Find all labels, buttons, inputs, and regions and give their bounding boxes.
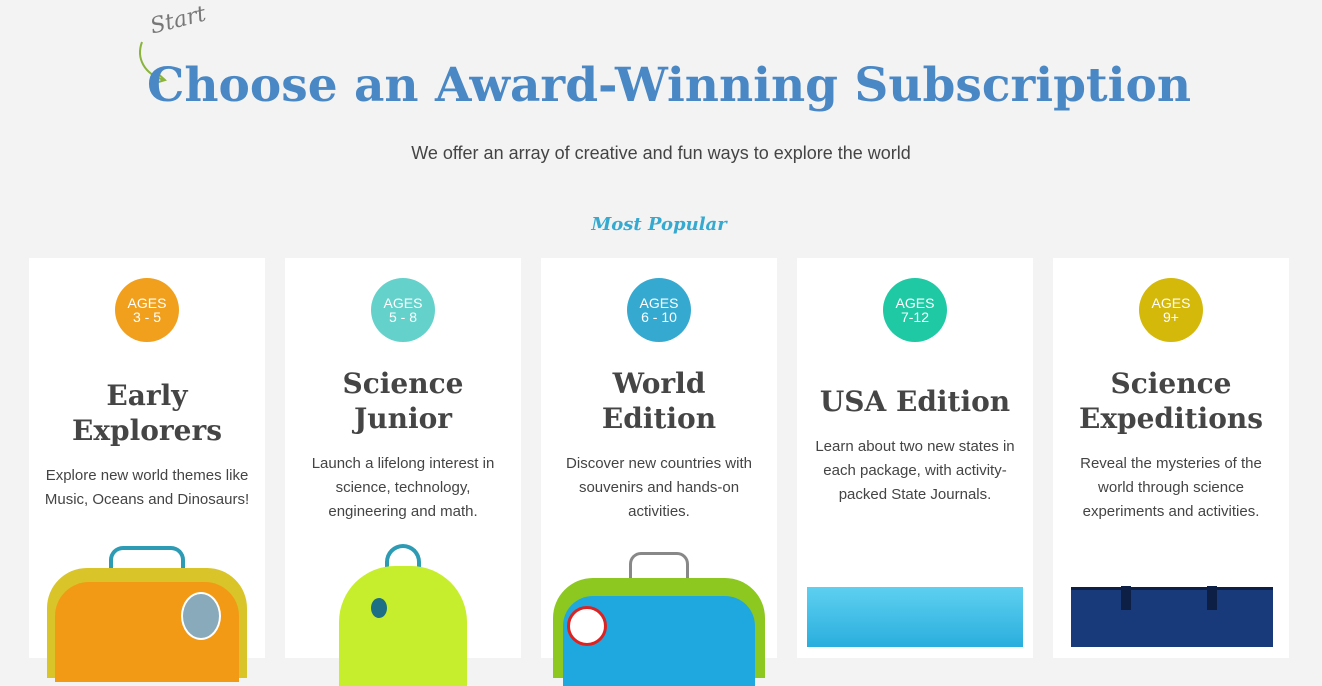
card-title[interactable]: World Edition bbox=[601, 367, 717, 435]
ages-label: AGES bbox=[1151, 295, 1191, 311]
card-description: Explore new world themes like Music, Oce… bbox=[44, 467, 250, 508]
ages-range: 5 - 8 bbox=[388, 309, 417, 325]
ages-label: AGES bbox=[127, 295, 167, 311]
card-description: Reveal the mysteries of the world throug… bbox=[1080, 455, 1262, 520]
card-title[interactable]: Science Expeditions bbox=[1078, 367, 1263, 435]
ages-range: 7-12 bbox=[900, 309, 930, 325]
most-popular-label: Most Popular bbox=[591, 214, 727, 235]
subscription-card-blue-suitcase[interactable]: AGES 6 - 10 World Edition Discover new cou… bbox=[541, 258, 777, 686]
subscription-card-state-journal[interactable]: AGES 7-12 USA Edition Learn about two new … bbox=[797, 258, 1033, 658]
age-badge: AGES 3 - 5 bbox=[115, 278, 179, 342]
state-journal-image bbox=[807, 587, 1023, 647]
age-badge: AGES 6 - 10 bbox=[627, 278, 691, 342]
curved-arrow-icon bbox=[139, 41, 168, 84]
card-description: Learn about two new states in each packa… bbox=[815, 437, 1015, 503]
ages-label: AGES bbox=[895, 295, 935, 311]
subscription-card-orange-suitcase[interactable]: AGES 3 - 5 Early Explorers Explore new wor… bbox=[29, 258, 265, 682]
page-subtitle: We offer an array of creative and fun wa… bbox=[411, 143, 911, 163]
card-title[interactable]: USA Edition bbox=[819, 384, 1011, 418]
subscription-card-navy-tote-bag[interactable]: AGES 9+ Science Expeditions Reveal the mys… bbox=[1053, 258, 1289, 658]
card-title[interactable]: Science Junior bbox=[342, 367, 464, 435]
ages-label: AGES bbox=[639, 295, 679, 311]
age-badge: AGES 5 - 8 bbox=[371, 278, 435, 342]
green-backpack-image bbox=[333, 544, 473, 686]
age-badge: AGES 9+ bbox=[1139, 278, 1203, 342]
subscription-card-green-backpack[interactable]: AGES 5 - 8 Science Junior Launch a lifelon… bbox=[285, 258, 521, 686]
blue-suitcase-image bbox=[553, 552, 765, 686]
ages-range: 3 - 5 bbox=[132, 309, 161, 325]
ages-range: 6 - 10 bbox=[641, 309, 677, 325]
ages-range: 9+ bbox=[1163, 309, 1179, 325]
start-label: Start bbox=[147, 1, 209, 40]
page-title: Choose an Award-Winning Subscription bbox=[146, 58, 1192, 113]
orange-suitcase-image bbox=[47, 546, 247, 682]
ages-label: AGES bbox=[383, 295, 423, 311]
card-description: Discover new countries with souvenirs an… bbox=[566, 455, 752, 520]
navy-tote-bag-image bbox=[1071, 586, 1273, 647]
card-description: Launch a lifelong interest in science, t… bbox=[311, 455, 495, 520]
age-badge: AGES 7-12 bbox=[883, 278, 947, 342]
card-title[interactable]: Early Explorers bbox=[71, 379, 222, 447]
